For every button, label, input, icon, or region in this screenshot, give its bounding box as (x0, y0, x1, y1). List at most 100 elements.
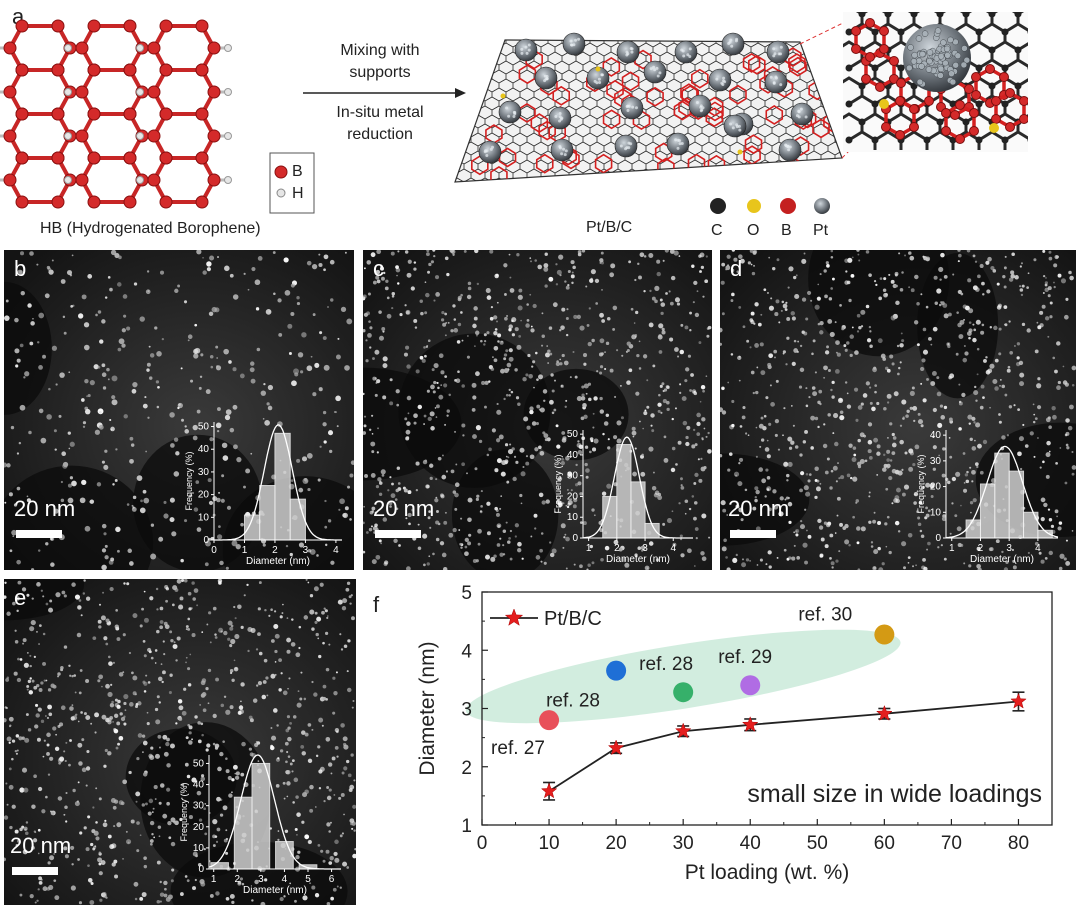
arrow-bottom-text: In-situ metal reduction (305, 102, 455, 146)
size-histogram: 1 2 3 4 5 6 0 10 20 30 40 50 Diameter (nm) Frequency … (179, 754, 341, 896)
data-point-star (674, 722, 692, 739)
panel-f-label: f (373, 592, 380, 617)
x-tick-label: 20 (606, 833, 627, 854)
histogram-x-tick: 1 (586, 543, 592, 554)
histogram-y-tick: 0 (198, 864, 204, 875)
scale-bar (375, 530, 421, 538)
histogram-y-tick: 10 (193, 843, 205, 854)
histogram-y-tick: 30 (567, 471, 579, 482)
histogram-x-tick: 4 (1035, 543, 1041, 554)
micrograph-e: 1 2 3 4 5 6 0 10 20 30 40 50 Diameter (nm) Frequency … (4, 579, 356, 905)
atom-legend-box (269, 152, 315, 214)
histogram-bar (289, 498, 306, 541)
histogram-x-tick: 3 (258, 874, 264, 885)
histogram-y-tick: 50 (198, 422, 210, 433)
boron-legend-dot (274, 165, 288, 179)
reference-highlight-region (465, 629, 901, 724)
legend-h-label: H (292, 185, 304, 202)
oxygen-legend-dot (747, 199, 761, 213)
arrow-bottom-line1: In-situ metal (336, 104, 424, 121)
legend-o-label: O (747, 222, 760, 239)
histogram-y-tick: 0 (203, 535, 209, 546)
reference-point (874, 624, 895, 645)
histogram-y-tick: 40 (193, 780, 205, 791)
hydrogenated-borophene-structure (0, 19, 232, 209)
scale-bar (730, 530, 776, 538)
histogram-bar (1023, 511, 1039, 539)
histogram-y-tick: 10 (567, 512, 579, 523)
histogram-y-tick: 20 (930, 482, 942, 493)
histogram-bar (630, 481, 646, 539)
data-point-star (540, 782, 558, 799)
histogram-y-tick: 0 (572, 533, 578, 544)
y-tick-label: 2 (461, 758, 472, 779)
caption-hb: HB (Hydrogenated Borophene) (40, 220, 261, 237)
histogram-x-tick: 3 (642, 543, 648, 554)
caption-pt-b-c: Pt/B/C (586, 219, 633, 236)
histogram-bar (259, 485, 276, 541)
y-axis-label: Diameter (nm) (416, 641, 439, 775)
data-point-star (607, 739, 625, 756)
histogram-y-tick: 10 (198, 512, 210, 523)
histogram-bar (1008, 470, 1025, 539)
x-tick-label: 80 (1008, 833, 1029, 854)
diameter-vs-loading-chart: 0 10 20 30 40 50 60 70 80 1 2 3 4 5 Pt loading (wt. %)… (416, 583, 1053, 884)
data-point-star (741, 716, 759, 732)
x-tick-label: 70 (941, 833, 962, 854)
gaussian-fit-curve (214, 424, 342, 541)
gaussian-fit-curve (945, 445, 1059, 539)
x-tick-label: 0 (477, 833, 488, 854)
y-tick-label: 1 (461, 816, 472, 837)
histogram-x-tick: 3 (303, 545, 309, 556)
arrow-top-line1: Mixing with (340, 42, 420, 59)
scale-bar (16, 530, 62, 538)
panel-e-label: e (14, 585, 27, 610)
histogram-x-tick: 2 (978, 543, 984, 554)
x-tick-label: 10 (538, 833, 559, 854)
arrow-bottom-line2: reduction (347, 126, 413, 143)
histogram-y-label: Frequency (%) (916, 454, 926, 513)
histogram-x-tick: 4 (333, 545, 339, 556)
micrograph-d: 1 2 3 4 0 10 20 30 40 Diameter (nm) Frequency (%) d… (720, 250, 1076, 570)
histogram-x-tick: 5 (305, 874, 311, 885)
scale-bar (12, 867, 58, 875)
x-tick-label: 50 (807, 833, 828, 854)
histogram-x-tick: 4 (670, 543, 676, 554)
platinum-legend-dot (814, 198, 830, 214)
histogram-y-tick: 0 (935, 533, 941, 544)
histogram-x-tick: 4 (282, 874, 288, 885)
reference-point (539, 710, 560, 731)
reference-label: ref. 28 (639, 654, 693, 675)
panel-b-label: b (14, 256, 27, 281)
histogram-y-tick: 30 (193, 801, 205, 812)
reference-point (606, 660, 627, 681)
scale-bar-label: 20 nm (10, 833, 72, 858)
histogram-y-tick: 20 (193, 822, 205, 833)
histogram-x-label: Diameter (nm) (606, 554, 670, 565)
pt-b-c-support-sheet (454, 32, 843, 183)
zoom-inset (843, 12, 1028, 152)
reference-label: ref. 27 (491, 738, 545, 759)
histogram-y-tick: 30 (930, 456, 942, 467)
histogram-y-tick: 20 (198, 490, 210, 501)
reference-label: ref. 29 (718, 647, 772, 668)
panel-d-label: d (730, 256, 743, 281)
scale-bar-label: 20 nm (14, 496, 76, 521)
histogram-x-label: Diameter (nm) (970, 554, 1034, 565)
histogram-y-label: Frequency (%) (179, 782, 189, 841)
histogram-x-label: Diameter (nm) (243, 885, 307, 896)
histogram-y-tick: 50 (193, 758, 205, 769)
histogram-y-tick: 50 (567, 429, 579, 440)
histogram-x-label: Diameter (nm) (246, 556, 310, 567)
histogram-bar (965, 519, 981, 539)
histogram-y-tick: 10 (930, 507, 942, 518)
data-point-star (876, 704, 893, 721)
y-tick-label: 4 (461, 641, 472, 662)
legend-label: Pt/B/C (544, 608, 602, 630)
reference-point (673, 682, 694, 703)
histogram-y-tick: 40 (930, 430, 942, 441)
boron-legend-dot-2 (780, 198, 796, 214)
